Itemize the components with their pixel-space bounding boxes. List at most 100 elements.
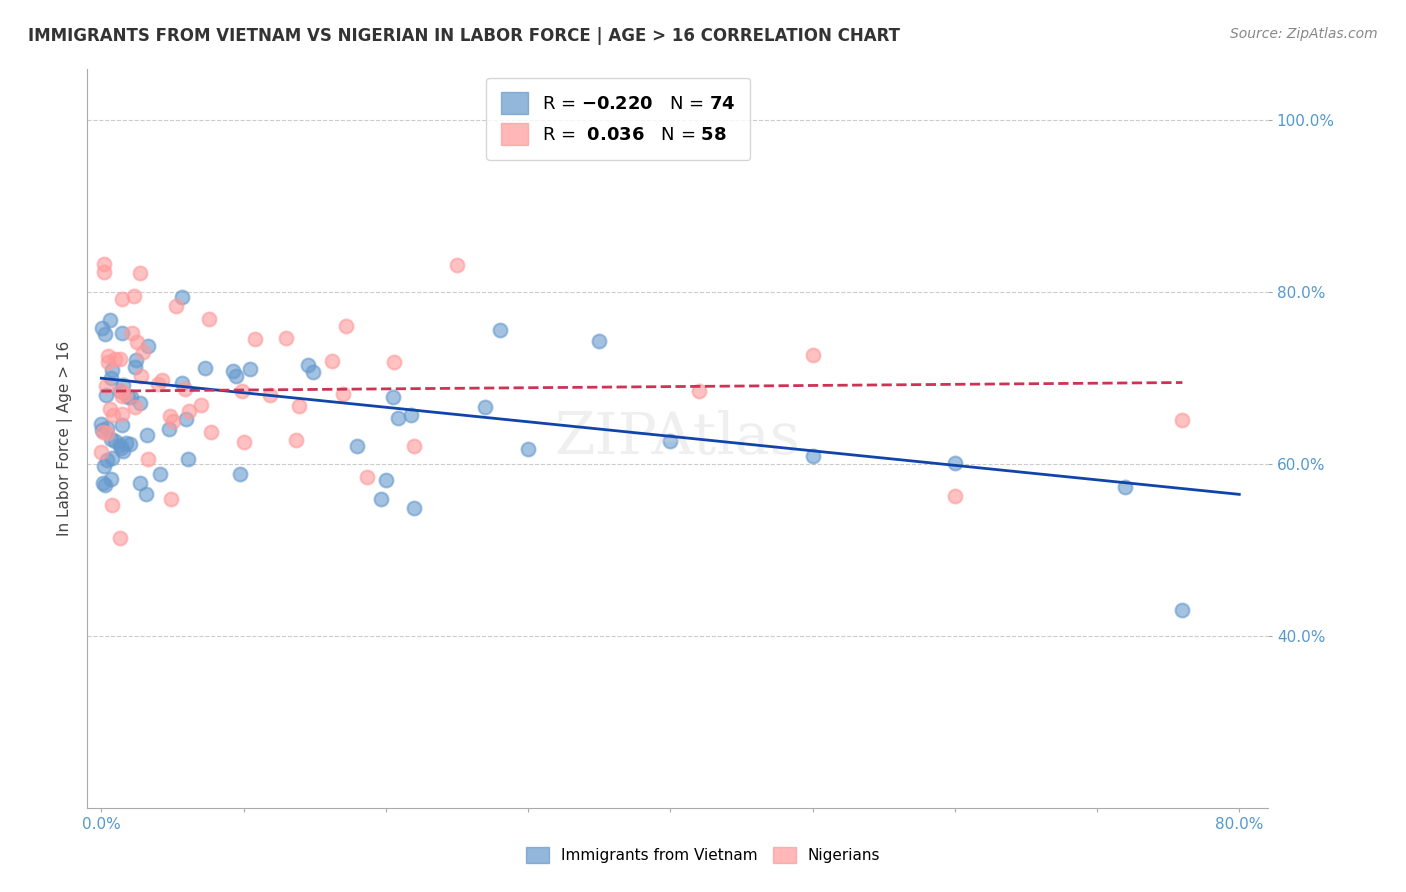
Point [108, 531, 131, 545]
Point [124, 359, 146, 374]
Point [100, 371, 122, 385]
Point [111, 377, 134, 392]
Point [943, 456, 966, 470]
Point [157, 422, 180, 436]
Point [100, 450, 122, 465]
Point [90, 417, 112, 431]
Point [93, 265, 115, 279]
Point [101, 408, 124, 422]
Point [177, 452, 200, 467]
Point [110, 352, 132, 367]
Text: ZIPAtlas: ZIPAtlas [554, 410, 800, 467]
Point [121, 326, 143, 340]
Point [225, 369, 247, 384]
Point [138, 452, 160, 467]
Point [97, 349, 120, 363]
Point [488, 323, 510, 337]
Point [245, 332, 267, 346]
Legend: R = $\bf{-0.220}$   N = $\bf{74}$, R =  $\bf{0.036}$   N = $\bf{58}$: R = $\bf{-0.220}$ N = $\bf{74}$, R = $\b… [486, 78, 751, 160]
Point [129, 368, 152, 383]
Point [127, 334, 149, 349]
Point [97, 354, 120, 368]
Point [335, 318, 357, 333]
Point [382, 355, 405, 369]
Point [93, 458, 115, 473]
Point [91, 475, 114, 490]
Point [174, 382, 197, 396]
Point [404, 501, 426, 516]
Point [198, 312, 221, 326]
Point [474, 400, 496, 414]
Point [222, 363, 245, 377]
Y-axis label: In Labor Force | Age > 16: In Labor Force | Age > 16 [58, 341, 73, 536]
Point [94, 478, 117, 492]
Point [170, 290, 193, 304]
Point [374, 473, 396, 487]
Point [146, 376, 169, 391]
Point [96, 452, 118, 467]
Point [1114, 480, 1136, 494]
Point [177, 403, 200, 417]
Point [117, 390, 139, 404]
Point [129, 395, 152, 409]
Point [111, 418, 134, 433]
Point [301, 365, 323, 379]
Point [370, 491, 392, 506]
Point [111, 326, 134, 340]
Point [91, 425, 114, 439]
Point [229, 467, 252, 481]
Point [297, 358, 319, 372]
Point [129, 266, 152, 280]
Point [124, 353, 146, 368]
Point [138, 339, 160, 353]
Point [399, 408, 422, 422]
Point [170, 376, 193, 390]
Point [111, 407, 134, 421]
Point [239, 361, 262, 376]
Point [120, 390, 142, 404]
Point [98, 401, 121, 416]
Point [165, 299, 187, 313]
Point [110, 441, 132, 455]
Point [346, 439, 368, 453]
Point [287, 399, 309, 413]
Point [801, 449, 824, 463]
Point [1171, 603, 1194, 617]
Point [103, 434, 125, 448]
Point [98, 313, 121, 327]
Point [96, 420, 118, 434]
Point [108, 384, 131, 399]
Point [91, 321, 114, 335]
Point [124, 400, 146, 414]
Point [118, 436, 141, 450]
Point [404, 439, 426, 453]
Point [128, 475, 150, 490]
Point [108, 438, 131, 452]
Point [259, 388, 281, 402]
Point [285, 434, 308, 448]
Text: Source: ZipAtlas.com: Source: ZipAtlas.com [1230, 27, 1378, 41]
Point [110, 384, 132, 399]
Legend: Immigrants from Vietnam, Nigerians: Immigrants from Vietnam, Nigerians [513, 835, 893, 875]
Point [93, 257, 115, 271]
Point [100, 432, 122, 446]
Point [101, 498, 124, 512]
Text: IMMIGRANTS FROM VIETNAM VS NIGERIAN IN LABOR FORCE | AGE > 16 CORRELATION CHART: IMMIGRANTS FROM VIETNAM VS NIGERIAN IN L… [28, 27, 900, 45]
Point [446, 258, 468, 272]
Point [100, 473, 122, 487]
Point [1171, 412, 1194, 426]
Point [135, 427, 157, 442]
Point [159, 409, 181, 424]
Point [110, 293, 132, 307]
Point [356, 470, 378, 484]
Point [517, 442, 540, 456]
Point [387, 410, 409, 425]
Point [94, 388, 117, 402]
Point [200, 425, 222, 440]
Point [162, 415, 184, 429]
Point [149, 467, 172, 481]
Point [101, 363, 124, 377]
Point [943, 490, 966, 504]
Point [94, 327, 117, 342]
Point [801, 348, 824, 362]
